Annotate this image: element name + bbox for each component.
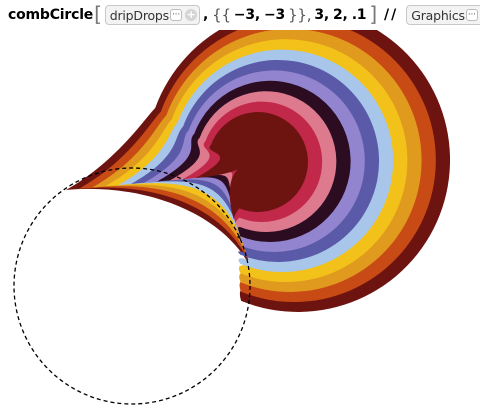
graphics-output[interactable] (0, 30, 480, 413)
graphics-chip-label: Graphics (411, 7, 465, 23)
band-10 (196, 112, 308, 220)
arg-3: 2, (333, 7, 348, 23)
code-expression[interactable]: combCircle [ dripDrops ··· + , {{ −3, −3… (8, 2, 480, 27)
dripdrops-chip-label: dripDrops (109, 7, 169, 23)
dripdrops-chip-plus-icon[interactable]: + (184, 8, 197, 21)
dripdrops-chip[interactable]: dripDrops ··· + (104, 5, 200, 25)
graphics-chip[interactable]: Graphics ··· + (406, 5, 480, 25)
function-name: combCircle (8, 7, 94, 23)
open-bracket: [ (94, 2, 102, 26)
graphics-chip-ellipsis: ··· (465, 9, 478, 21)
number-b: −3 (264, 7, 286, 23)
dripdrops-chip-ellipsis: ··· (170, 9, 182, 21)
postfix-operator: // (383, 7, 399, 23)
arg-4: .1 (351, 7, 367, 23)
guide-circle (13, 167, 251, 405)
open-braces: {{ (212, 6, 231, 24)
number-a: −3, (233, 7, 260, 23)
arg-2: 3, (314, 7, 330, 23)
close-bracket: ] (369, 2, 377, 26)
comma: , (202, 7, 209, 23)
close-braces: }}, (288, 6, 312, 24)
combed-bands (66, 30, 451, 312)
